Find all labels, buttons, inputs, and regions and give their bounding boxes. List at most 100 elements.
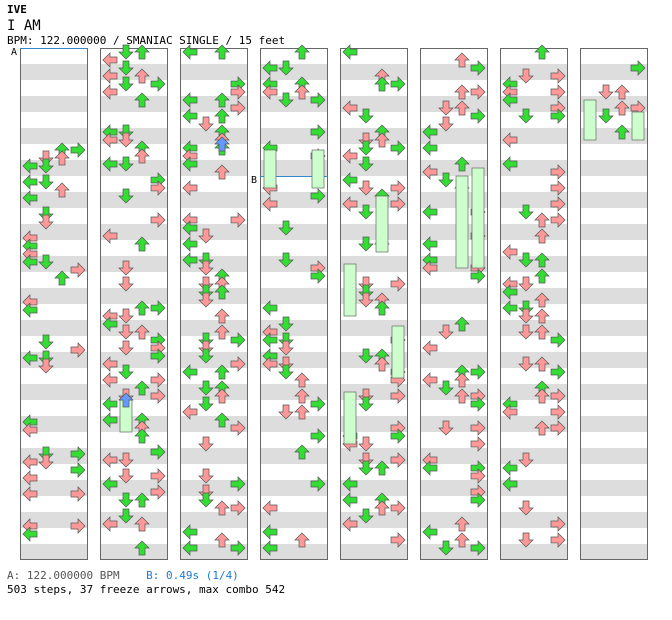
step-arrow [118, 392, 134, 408]
step-arrow [38, 206, 54, 222]
step-arrow [230, 100, 246, 116]
step-arrow [278, 364, 294, 380]
beat-stripe [261, 384, 328, 400]
freeze-arrow [263, 149, 277, 189]
beat-stripe [581, 256, 648, 272]
step-arrow [214, 532, 230, 548]
beat-stripe [261, 64, 328, 80]
step-arrow [198, 332, 214, 348]
step-arrow [70, 518, 86, 534]
step-arrow [310, 476, 326, 492]
beat-stripe [181, 512, 248, 528]
step-arrow [22, 190, 38, 206]
step-arrow [278, 220, 294, 236]
step-arrow [54, 270, 70, 286]
step-arrow [198, 492, 214, 508]
step-arrow [230, 420, 246, 436]
step-arrow [262, 500, 278, 516]
step-arrow [550, 516, 566, 532]
freeze-arrow [311, 149, 325, 189]
beat-stripe [581, 416, 648, 432]
beat-stripe [341, 480, 408, 496]
step-arrow [38, 454, 54, 470]
beat-stripe [421, 352, 488, 368]
step-arrow [22, 350, 38, 366]
step-arrow [518, 452, 534, 468]
step-arrow [134, 428, 150, 444]
step-arrow [150, 372, 166, 388]
step-arrow [198, 260, 214, 276]
step-arrow [134, 92, 150, 108]
song-artist: IVE [7, 3, 27, 16]
step-arrow [518, 300, 534, 316]
column-border [420, 48, 488, 560]
step-arrow [230, 476, 246, 492]
step-arrow [630, 60, 646, 76]
step-arrow [390, 196, 406, 212]
step-arrow [598, 84, 614, 100]
beat-stripe [261, 544, 328, 560]
beat-stripe [421, 288, 488, 304]
step-arrow [422, 140, 438, 156]
step-arrow [134, 300, 150, 316]
beat-stripe [21, 192, 88, 208]
step-arrow [70, 342, 86, 358]
step-arrow [358, 452, 374, 468]
beat-stripe [501, 320, 568, 336]
step-arrow [374, 460, 390, 476]
step-arrow [342, 516, 358, 532]
step-arrow [214, 308, 230, 324]
step-arrow [438, 380, 454, 396]
step-arrow [358, 204, 374, 220]
step-arrow [438, 116, 454, 132]
step-arrow [342, 196, 358, 212]
step-arrow [390, 532, 406, 548]
beat-stripe [261, 416, 328, 432]
step-arrow [198, 228, 214, 244]
beat-stripe [101, 320, 168, 336]
beat-stripe [101, 416, 168, 432]
step-arrow [118, 452, 134, 468]
freeze-arrow [583, 99, 597, 141]
chart-info: BPM: 122.000000 / SMANIAC SINGLE / 15 fe… [7, 34, 286, 47]
column-border [500, 48, 568, 560]
beat-stripe [581, 512, 648, 528]
step-arrow [70, 486, 86, 502]
step-arrow [502, 156, 518, 172]
step-arrow [102, 516, 118, 532]
step-arrow [262, 524, 278, 540]
step-arrow [134, 516, 150, 532]
step-arrow [214, 108, 230, 124]
step-arrow [102, 228, 118, 244]
beat-stripe [21, 288, 88, 304]
step-arrow [102, 396, 118, 412]
step-arrow [294, 388, 310, 404]
step-arrow [198, 436, 214, 452]
step-arrow [390, 500, 406, 516]
step-arrow [390, 452, 406, 468]
beat-stripe [181, 224, 248, 240]
step-arrow [102, 316, 118, 332]
step-arrow [118, 308, 134, 324]
step-arrow [102, 52, 118, 68]
step-arrow [454, 316, 470, 332]
step-arrow [262, 84, 278, 100]
step-arrow [102, 156, 118, 172]
step-arrow [422, 340, 438, 356]
step-arrow [470, 436, 486, 452]
step-arrow [134, 68, 150, 84]
step-arrow [550, 180, 566, 196]
beat-stripe [181, 192, 248, 208]
beat-stripe [581, 448, 648, 464]
step-arrow [102, 476, 118, 492]
bpm-b-text: B: 0.49s (1/4) [146, 569, 239, 582]
beat-stripe [341, 256, 408, 272]
step-arrow [214, 164, 230, 180]
step-arrow [502, 404, 518, 420]
step-arrow [454, 516, 470, 532]
column-border [340, 48, 408, 560]
step-arrow [518, 276, 534, 292]
step-arrow [550, 212, 566, 228]
beat-stripe [501, 352, 568, 368]
